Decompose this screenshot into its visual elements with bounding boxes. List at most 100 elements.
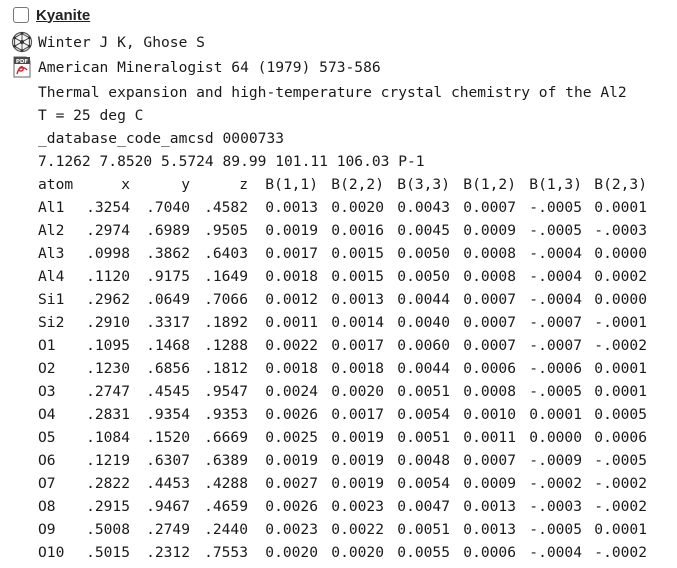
- table-cell: .7553: [204, 544, 248, 561]
- table-cell: 0.0023: [265, 521, 318, 538]
- table-cell: 0.0043: [397, 199, 450, 216]
- table-cell: .2910: [86, 314, 130, 331]
- table-cell: 0.0018: [265, 360, 318, 377]
- column-header: B(2,2): [331, 176, 384, 193]
- table-cell: .2822: [86, 475, 130, 492]
- table-cell: 0.0026: [265, 498, 318, 515]
- pdf-icon[interactable]: PDF: [11, 56, 33, 78]
- table-cell: 0.0008: [463, 268, 516, 285]
- table-cell: 0.0019: [331, 452, 384, 469]
- table-cell: 0.0044: [397, 360, 450, 377]
- table-cell: -.0004: [529, 544, 582, 561]
- table-cell: .3317: [146, 314, 190, 331]
- table-cell: .1095: [86, 337, 130, 354]
- table-cell: 0.0007: [463, 291, 516, 308]
- table-cell: .6307: [146, 452, 190, 469]
- table-cell: O10: [38, 544, 65, 561]
- table-cell: 0.0006: [463, 360, 516, 377]
- table-row: Si2 .2910 .3317 .1892 0.0011 0.0014 0.0040 0.00…: [0, 311, 677, 334]
- table-cell: 0.0019: [331, 429, 384, 446]
- table-cell: .9175: [146, 268, 190, 285]
- table-cell: 0.0020: [331, 199, 384, 216]
- table-cell: 0.0051: [397, 429, 450, 446]
- table-cell: 0.0008: [463, 245, 516, 262]
- table-cell: 0.0001: [529, 406, 582, 423]
- table-cell: 0.0017: [265, 245, 318, 262]
- cell-parameters: 7.1262 7.8520 5.5724 89.99 101.11 106.03…: [38, 153, 425, 170]
- table-cell: -.0004: [529, 268, 582, 285]
- table-cell: .1288: [204, 337, 248, 354]
- authors: Winter J K, Ghose S: [38, 34, 205, 51]
- table-cell: 0.0024: [265, 383, 318, 400]
- table-cell: .3862: [146, 245, 190, 262]
- table-cell: 0.0005: [594, 406, 647, 423]
- table-cell: .7066: [204, 291, 248, 308]
- table-cell: .2749: [146, 521, 190, 538]
- select-checkbox[interactable]: [13, 7, 29, 23]
- table-cell: Si2: [38, 314, 65, 331]
- table-cell: .6389: [204, 452, 248, 469]
- table-cell: 0.0017: [331, 337, 384, 354]
- table-cell: 0.0007: [463, 452, 516, 469]
- table-cell: -.0004: [529, 291, 582, 308]
- table-cell: O5: [38, 429, 56, 446]
- table-cell: 0.0010: [463, 406, 516, 423]
- table-cell: 0.0015: [331, 268, 384, 285]
- table-cell: 0.0007: [463, 337, 516, 354]
- table-cell: .2312: [146, 544, 190, 561]
- table-cell: .3254: [86, 199, 130, 216]
- table-cell: 0.0011: [463, 429, 516, 446]
- table-cell: 0.0000: [529, 429, 582, 446]
- table-cell: .6856: [146, 360, 190, 377]
- table-header-row: atom x y z B(1,1) B(2,2) B(3,3) B(1,2) B(1,3) B(2…: [0, 173, 677, 196]
- table-cell: 0.0047: [397, 498, 450, 515]
- table-cell: .1120: [86, 268, 130, 285]
- table-cell: -.0002: [594, 544, 647, 561]
- table-cell: .1219: [86, 452, 130, 469]
- table-row: Al2 .2974 .6989 .9505 0.0019 0.0016 0.0045 0.00…: [0, 219, 677, 242]
- table-cell: 0.0000: [594, 245, 647, 262]
- table-cell: .4288: [204, 475, 248, 492]
- table-cell: 0.0012: [265, 291, 318, 308]
- table-row: O8 .2915 .9467 .4659 0.0026 0.0023 0.0047 0.001…: [0, 495, 677, 518]
- table-row: O10 .5015 .2312 .7553 0.0020 0.0020 0.0055 0.00…: [0, 541, 677, 564]
- table-cell: 0.0016: [331, 222, 384, 239]
- table-cell: -.0004: [529, 245, 582, 262]
- table-cell: 0.0019: [331, 475, 384, 492]
- table-row: Si1 .2962 .0649 .7066 0.0012 0.0013 0.0044 0.00…: [0, 288, 677, 311]
- table-row: O6 .1219 .6307 .6389 0.0019 0.0019 0.0048 0.000…: [0, 449, 677, 472]
- table-cell: .6669: [204, 429, 248, 446]
- table-cell: 0.0027: [265, 475, 318, 492]
- table-cell: .2962: [86, 291, 130, 308]
- article-title: Thermal expansion and high-temperature c…: [38, 84, 627, 101]
- column-header: B(1,1): [265, 176, 318, 193]
- journal-reference: American Mineralogist 64 (1979) 573-586: [38, 59, 381, 76]
- column-header: B(1,2): [463, 176, 516, 193]
- table-cell: 0.0023: [331, 498, 384, 515]
- table-cell: .1649: [204, 268, 248, 285]
- table-cell: -.0007: [529, 314, 582, 331]
- table-row: O1 .1095 .1468 .1288 0.0022 0.0017 0.0060 0.000…: [0, 334, 677, 357]
- table-cell: O3: [38, 383, 56, 400]
- table-cell: 0.0015: [331, 245, 384, 262]
- table-cell: 0.0026: [265, 406, 318, 423]
- crystal-structure-icon[interactable]: [11, 31, 33, 53]
- table-cell: 0.0022: [265, 337, 318, 354]
- table-cell: .2440: [204, 521, 248, 538]
- table-cell: 0.0025: [265, 429, 318, 446]
- table-cell: .1812: [204, 360, 248, 377]
- table-cell: 0.0013: [463, 498, 516, 515]
- table-cell: -.0006: [529, 360, 582, 377]
- table-row: O3 .2747 .4545 .9547 0.0024 0.0020 0.0051 0.000…: [0, 380, 677, 403]
- table-row: Al3 .0998 .3862 .6403 0.0017 0.0015 0.0050 0.00…: [0, 242, 677, 265]
- table-cell: -.0002: [594, 475, 647, 492]
- table-cell: 0.0050: [397, 268, 450, 285]
- table-row: Al1 .3254 .7040 .4582 0.0013 0.0020 0.0043 0.00…: [0, 196, 677, 219]
- table-cell: 0.0017: [331, 406, 384, 423]
- mineral-name-link[interactable]: Kyanite: [36, 6, 91, 24]
- table-cell: .4545: [146, 383, 190, 400]
- table-cell: 0.0009: [463, 475, 516, 492]
- table-cell: .9547: [204, 383, 248, 400]
- table-cell: .2831: [86, 406, 130, 423]
- table-cell: .5015: [86, 544, 130, 561]
